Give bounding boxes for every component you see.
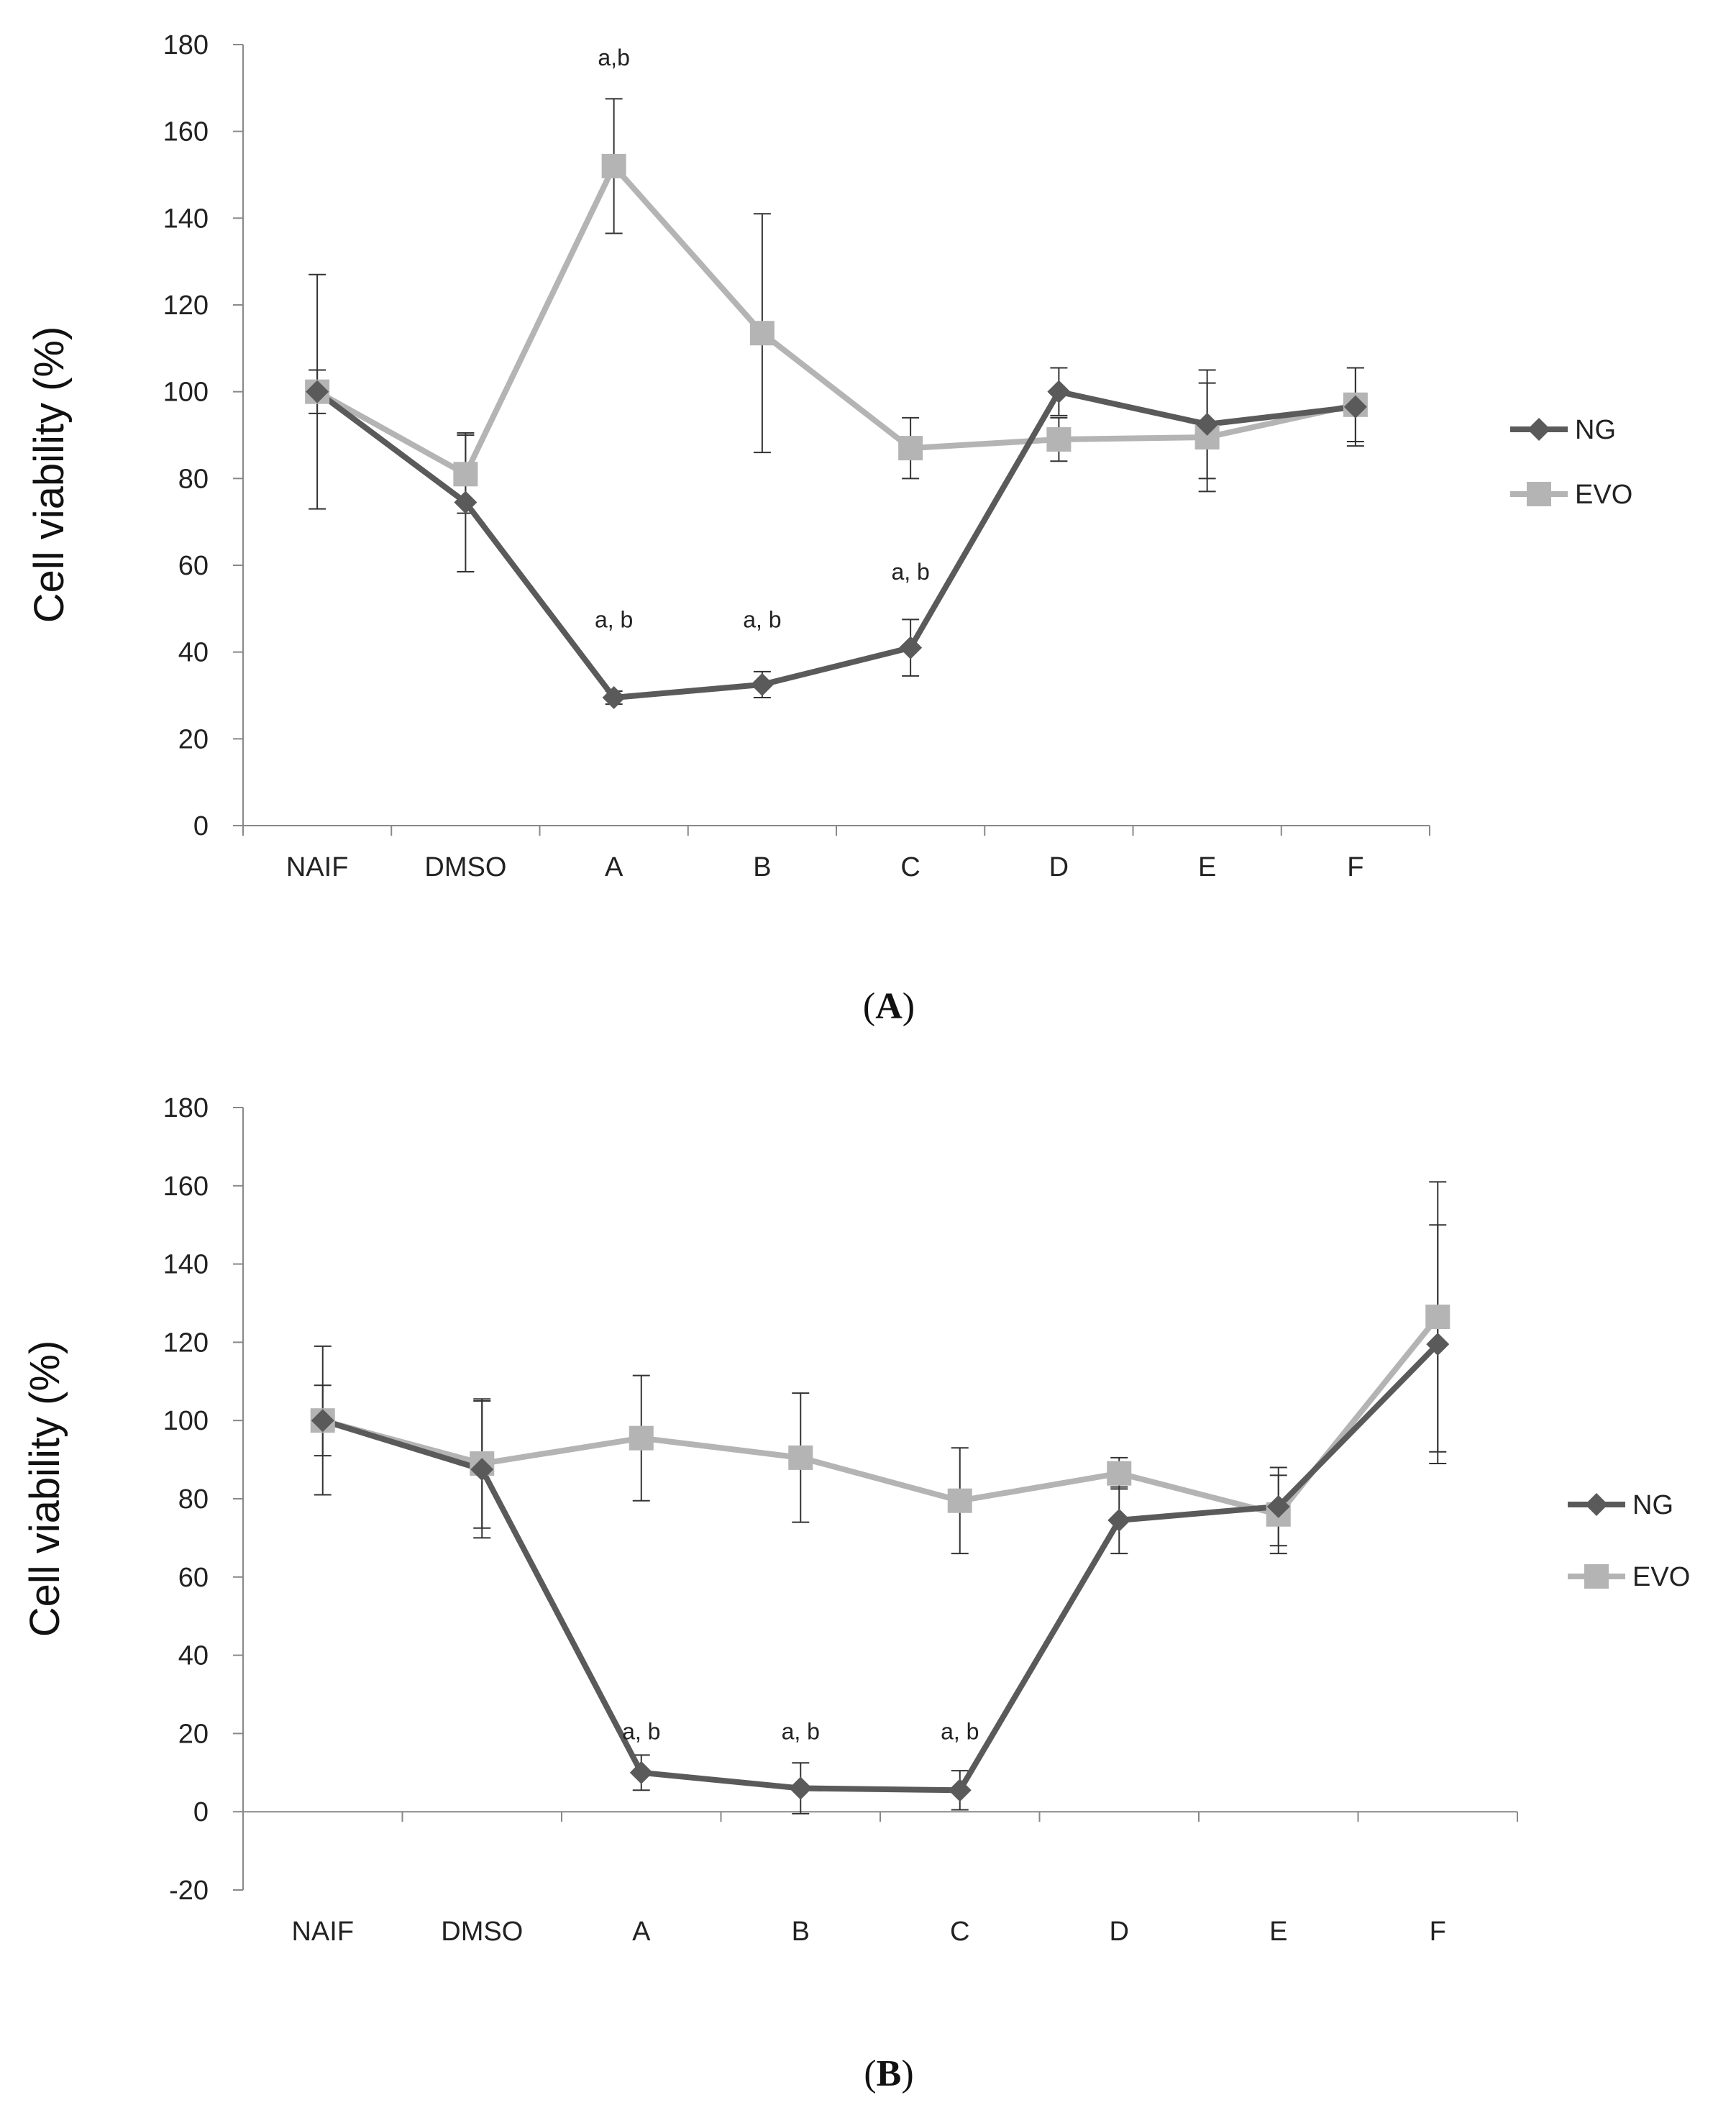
data-point-ng — [789, 1776, 813, 1800]
x-tick-label: E — [1198, 852, 1216, 882]
x-tick-label: C — [950, 1917, 969, 1947]
data-point-evo — [629, 1425, 654, 1451]
y-tick-label: 100 — [163, 1406, 209, 1436]
caption-paren: ) — [901, 2053, 913, 2094]
y-tick-label: 60 — [178, 1563, 209, 1593]
panel-caption: (B) — [864, 2053, 913, 2094]
y-tick-label: 20 — [178, 1719, 209, 1749]
legend-label-ng: NG — [1575, 415, 1616, 445]
data-point-evo — [453, 462, 478, 487]
y-tick-label: 80 — [178, 464, 209, 494]
y-tick-label: 20 — [178, 724, 209, 754]
caption-letter: A — [875, 986, 903, 1027]
x-tick-label: DMSO — [441, 1917, 523, 1947]
x-tick-label: D — [1110, 1917, 1129, 1947]
data-point-evo — [1046, 427, 1072, 452]
caption-letter: B — [877, 2053, 902, 2094]
data-point-ng — [1343, 395, 1367, 419]
y-tick-label: 180 — [163, 1093, 209, 1123]
data-point-ng — [948, 1779, 972, 1802]
legend-label-ng: NG — [1632, 1490, 1673, 1520]
y-tick-label: 120 — [163, 1328, 209, 1358]
caption-paren: ( — [864, 2053, 876, 2094]
x-tick-label: A — [632, 1917, 651, 1947]
legend-label-evo: EVO — [1575, 480, 1632, 510]
data-point-ng — [454, 490, 478, 514]
data-point-evo — [898, 436, 923, 461]
x-tick-label: A — [605, 852, 623, 882]
y-tick-label: 60 — [178, 551, 209, 581]
series-line-evo — [316, 163, 1356, 478]
legend-label-evo: EVO — [1632, 1562, 1690, 1592]
data-point-ng — [306, 380, 329, 403]
panel-caption: (A) — [863, 986, 915, 1027]
chart-panel-a: 0 20 40 60 80 100 120 140 160 180 NAIF DMSO A B C D E F Ce… — [26, 30, 1632, 1027]
legend-marker-evo — [1527, 482, 1551, 506]
data-point-evo — [601, 153, 626, 178]
data-point-ng — [602, 686, 626, 710]
y-tick-label: 140 — [163, 204, 209, 234]
significance-annotation: a,b — [598, 45, 629, 70]
data-point-evo — [1107, 1461, 1132, 1486]
y-tick-label: -20 — [169, 1876, 209, 1906]
y-tick-label: 40 — [178, 1641, 209, 1671]
y-tick-label: 40 — [178, 638, 209, 668]
x-tick-label: NAIF — [286, 852, 349, 882]
x-tick-label: B — [753, 852, 771, 882]
x-tick-label: B — [792, 1917, 810, 1947]
y-tick-label: 160 — [163, 117, 209, 147]
series-line-ng — [321, 1342, 1440, 1794]
legend-marker-evo — [1584, 1564, 1609, 1589]
y-axis-label: Cell viability (%) — [26, 327, 73, 624]
caption-paren: ) — [903, 986, 915, 1027]
data-point-ng — [1266, 1494, 1290, 1518]
significance-annotation: a, b — [782, 1719, 820, 1745]
y-tick-label: 120 — [163, 291, 209, 321]
data-point-ng — [1195, 412, 1219, 436]
data-point-ng — [1047, 380, 1071, 403]
significance-annotation: a, b — [595, 606, 633, 632]
legend-marker-ng — [1585, 1493, 1608, 1516]
significance-annotation: a, b — [891, 559, 929, 585]
legend-marker-ng — [1527, 418, 1550, 441]
y-axis-label: Cell viability (%) — [22, 1341, 68, 1638]
y-tick-label: 160 — [163, 1172, 209, 1202]
significance-annotation: a, b — [622, 1719, 660, 1745]
y-tick-label: 0 — [193, 811, 209, 841]
y-tick-label: 0 — [193, 1797, 209, 1827]
data-point-ng — [1107, 1508, 1131, 1532]
x-tick-label: F — [1430, 1917, 1446, 1947]
x-tick-label: NAIF — [291, 1917, 354, 1947]
data-point-ng — [1426, 1333, 1450, 1356]
x-tick-label: E — [1269, 1917, 1287, 1947]
data-point-evo — [1425, 1305, 1451, 1330]
chart-panel-b: -20 0 20 40 60 80 100 120 140 160 180 NAIF DMSO A B C D E… — [22, 1093, 1690, 2094]
data-point-evo — [749, 321, 775, 346]
series-line-ng — [315, 388, 1356, 701]
data-point-ng — [629, 1761, 653, 1784]
data-point-ng — [311, 1409, 334, 1433]
data-point-evo — [788, 1445, 813, 1470]
data-point-ng — [899, 636, 923, 659]
x-tick-label: C — [900, 852, 920, 882]
significance-annotation: a, b — [941, 1719, 979, 1745]
data-point-ng — [470, 1458, 494, 1481]
x-tick-label: D — [1049, 852, 1069, 882]
y-tick-label: 100 — [163, 378, 209, 408]
x-tick-label: F — [1347, 852, 1363, 882]
data-point-ng — [750, 672, 774, 696]
data-point-evo — [947, 1488, 972, 1513]
x-tick-label: DMSO — [424, 852, 506, 882]
significance-annotation: a, b — [743, 606, 781, 632]
y-tick-label: 180 — [163, 30, 209, 60]
y-tick-label: 80 — [178, 1484, 209, 1515]
caption-paren: ( — [863, 986, 875, 1027]
y-tick-label: 140 — [163, 1250, 209, 1280]
